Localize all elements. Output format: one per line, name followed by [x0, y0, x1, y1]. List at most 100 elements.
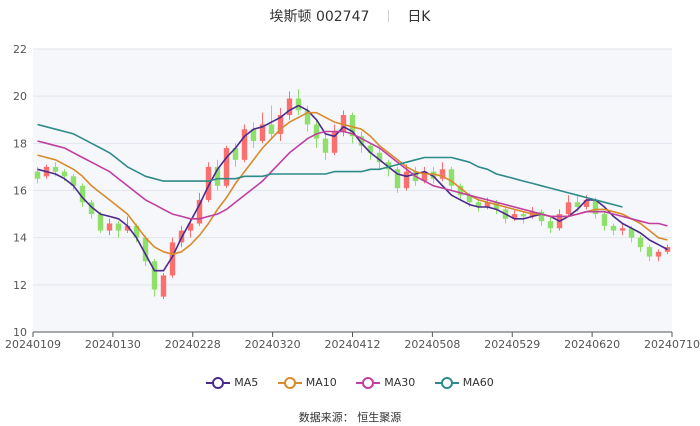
candle-body	[88, 202, 95, 215]
legend-label-ma10: MA10	[305, 376, 337, 389]
x-tick-label: 20240620	[564, 338, 620, 351]
candle-body	[574, 202, 581, 208]
legend-swatch-ma10	[277, 376, 302, 389]
legend-label-ma60: MA60	[462, 376, 494, 389]
candle-body	[628, 228, 635, 238]
candle-body	[592, 199, 599, 215]
candle-body	[106, 223, 113, 231]
legend-item-ma5[interactable]: MA5	[206, 376, 258, 389]
legend-item-ma30[interactable]: MA30	[356, 376, 415, 389]
candle-body	[610, 225, 617, 231]
candle-body	[331, 131, 338, 153]
candle-body	[268, 124, 275, 134]
candle-body	[133, 225, 140, 238]
chart-title: 埃斯顿 002747	[269, 9, 370, 25]
candle-body	[196, 199, 203, 224]
legend-swatch-ma60	[434, 376, 459, 389]
ma-line-ma60	[37, 123, 623, 208]
chart-legend: MA5 MA10 MA30 MA60	[0, 376, 700, 392]
candle-body	[394, 169, 401, 189]
candle-body	[583, 199, 590, 208]
candle-body	[259, 124, 266, 141]
legend-dot-ma10	[283, 376, 296, 389]
legend-dot-ma5	[212, 376, 225, 389]
candle-body	[493, 202, 500, 210]
legend-label-ma5: MA5	[234, 376, 259, 389]
candle-body	[115, 223, 122, 231]
candle-body	[349, 115, 356, 137]
candle-body	[205, 166, 212, 200]
candle-body	[70, 176, 77, 186]
chart-header: 埃斯顿 002747 日K	[0, 6, 700, 26]
candle-body	[160, 275, 167, 297]
candle-body	[151, 261, 158, 290]
candle-body	[124, 225, 131, 231]
candle-body	[295, 98, 302, 111]
candle-body	[430, 171, 437, 179]
candle-body	[241, 129, 248, 160]
x-tick-label: 20240320	[245, 338, 301, 351]
candle-body	[313, 124, 320, 139]
candle-body	[367, 145, 374, 153]
period-label[interactable]: 日K	[407, 9, 431, 25]
candle-body	[637, 237, 644, 248]
ma-line-ma30	[37, 130, 668, 227]
candle-body	[646, 247, 653, 257]
x-tick-label: 20240109	[5, 338, 61, 351]
x-tick-label: 20240710	[644, 338, 700, 351]
y-tick-label: 22	[13, 43, 27, 56]
candle-body	[232, 148, 239, 160]
candle-body	[34, 171, 41, 179]
y-tick-label: 18	[13, 137, 27, 150]
candle-body	[61, 171, 68, 177]
candle-body	[655, 251, 662, 257]
data-source: 数据来源： 恒生聚源	[298, 411, 402, 424]
x-tick-label: 20240529	[484, 338, 540, 351]
candle-body	[448, 169, 455, 186]
candle-body	[97, 214, 104, 231]
candle-body	[250, 129, 257, 141]
y-tick-label: 12	[13, 279, 27, 292]
candle-body	[457, 185, 464, 196]
candle-body	[376, 152, 383, 163]
candle-body	[304, 110, 311, 125]
candle-body	[484, 202, 491, 208]
title-divider	[387, 10, 389, 22]
legend-swatch-ma5	[206, 376, 231, 389]
legend-dot-ma30	[362, 376, 375, 389]
candle-body	[169, 242, 176, 276]
candle-body	[475, 202, 482, 208]
candle-body	[52, 166, 59, 172]
candle-body	[142, 237, 149, 262]
candle-body	[79, 185, 86, 203]
candle-body	[286, 98, 293, 116]
y-tick-label: 20	[13, 90, 27, 103]
ma-line-ma5	[37, 104, 668, 272]
legend-swatch-ma30	[356, 376, 381, 389]
y-tick-label: 16	[13, 185, 27, 198]
candle-body	[439, 169, 446, 179]
candle-body	[385, 162, 392, 170]
y-tick-label: 14	[13, 232, 27, 245]
candle-body	[214, 166, 221, 186]
candle-body	[421, 171, 428, 182]
x-tick-label: 20240508	[404, 338, 460, 351]
candle-body	[358, 136, 365, 146]
candle-body	[511, 214, 518, 219]
candle-body	[601, 214, 608, 226]
candle-body	[223, 148, 230, 186]
x-tick-label: 20240130	[85, 338, 141, 351]
legend-item-ma60[interactable]: MA60	[434, 376, 494, 389]
x-tick-label: 20240412	[325, 338, 381, 351]
candle-body	[619, 228, 626, 231]
candle-body	[466, 195, 473, 203]
legend-label-ma30: MA30	[384, 376, 416, 389]
candle-body	[538, 211, 545, 222]
candle-body	[547, 221, 554, 229]
candle-body	[403, 171, 410, 189]
candle-body	[277, 115, 284, 134]
candle-body	[322, 138, 329, 153]
candle-body	[565, 202, 572, 215]
legend-item-ma10[interactable]: MA10	[277, 376, 337, 389]
